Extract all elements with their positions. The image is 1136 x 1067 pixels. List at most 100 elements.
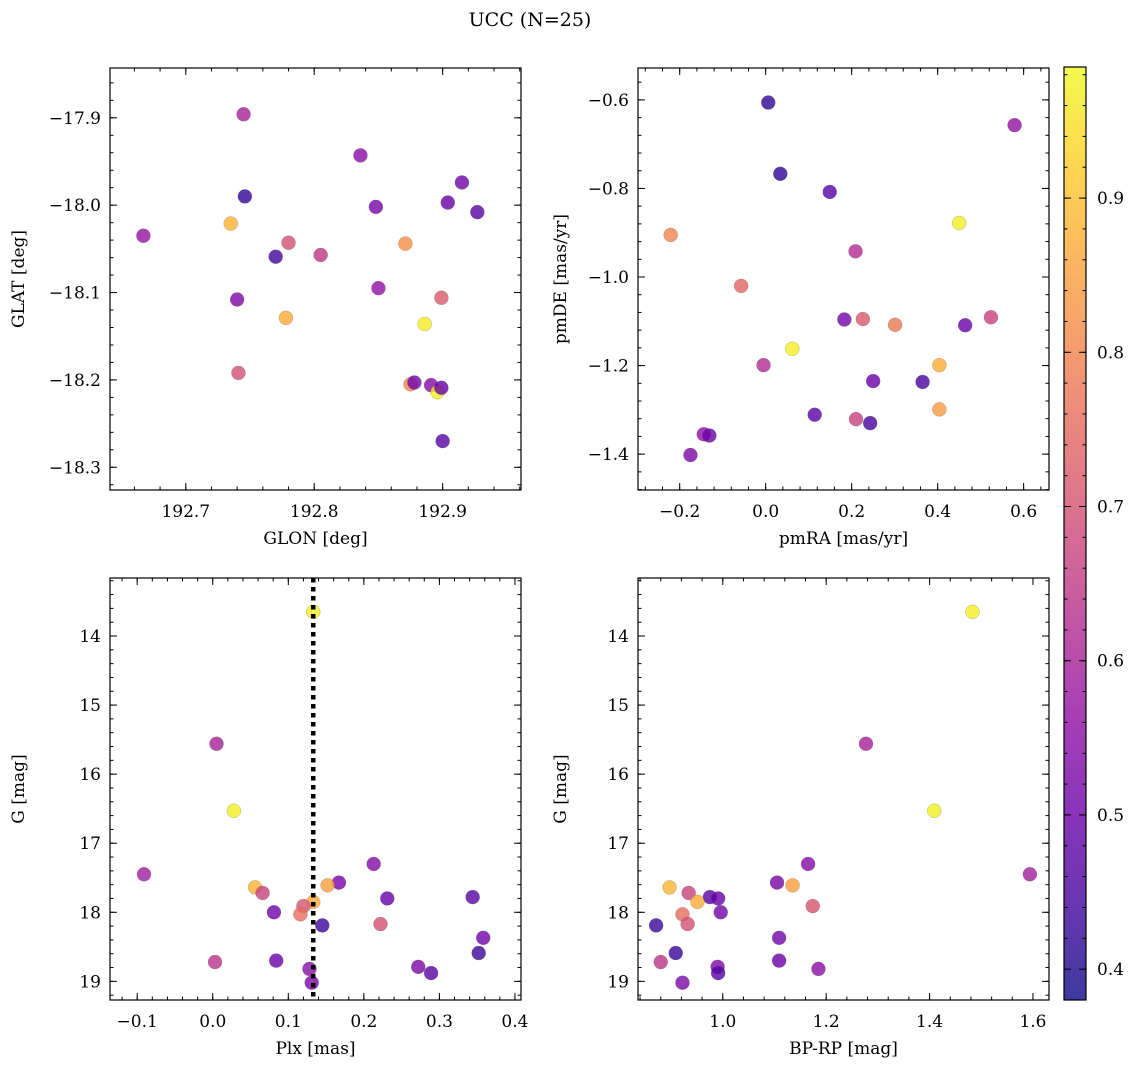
y-tick-label: 14 bbox=[607, 627, 629, 647]
colorbar-gradient bbox=[1064, 67, 1086, 1000]
data-point bbox=[423, 965, 439, 981]
data-point bbox=[471, 945, 486, 961]
data-point bbox=[440, 195, 455, 210]
data-point bbox=[653, 954, 668, 970]
ticks bbox=[638, 68, 1049, 491]
y-axis-label: G [mag] bbox=[551, 754, 571, 823]
panel-4: 1.0 1.2 1.4 1.6 14 15 16 17 18 19 BP-RP [mag] G [ma… bbox=[551, 577, 1050, 1059]
y-tick-label: 15 bbox=[79, 696, 101, 716]
x-axis-label: GLON [deg] bbox=[263, 529, 367, 549]
axes-frame bbox=[109, 577, 522, 1001]
data-point bbox=[255, 885, 270, 901]
data-point bbox=[231, 365, 246, 381]
data-point bbox=[366, 856, 381, 872]
data-point bbox=[268, 249, 283, 264]
data-points bbox=[663, 95, 1022, 463]
data-point bbox=[951, 215, 967, 231]
x-tick-label: −0.2 bbox=[659, 502, 700, 522]
data-point bbox=[1007, 117, 1022, 133]
panel-1: 192.7 192.8 192.9 −17.9 −18.0 −18.1 −18.2 −18.3… bbox=[9, 67, 522, 549]
ticks bbox=[638, 578, 1049, 1000]
data-point bbox=[800, 856, 816, 872]
data-point bbox=[713, 905, 728, 920]
data-point bbox=[470, 204, 485, 220]
data-point bbox=[417, 316, 432, 332]
data-point bbox=[710, 965, 726, 981]
data-point bbox=[398, 236, 413, 251]
y-tick-label: −18.2 bbox=[49, 371, 101, 391]
data-point bbox=[680, 916, 695, 932]
data-point bbox=[733, 278, 749, 294]
colorbar-frame bbox=[1063, 66, 1087, 1001]
x-tick-label: 0.0 bbox=[752, 502, 779, 522]
scatter-panels: 192.7 192.8 192.9 −17.9 −18.0 −18.1 −18.2 −18.3… bbox=[9, 67, 1050, 1059]
x-tick-label: 1.4 bbox=[916, 1012, 943, 1032]
data-points bbox=[136, 107, 485, 449]
y-tick-label: −1.0 bbox=[588, 268, 629, 288]
data-point bbox=[675, 975, 690, 990]
colorbar-tick-label: 0.4 bbox=[1097, 960, 1124, 980]
data-point bbox=[668, 945, 683, 961]
data-point bbox=[209, 736, 224, 751]
y-tick-label: −1.2 bbox=[588, 357, 629, 377]
y-tick-label: −18.3 bbox=[49, 458, 101, 478]
x-tick-label: 192.8 bbox=[290, 502, 339, 522]
colorbar-tick-label: 0.8 bbox=[1097, 343, 1124, 363]
y-tick-label: −17.9 bbox=[49, 109, 101, 129]
data-point bbox=[136, 228, 151, 243]
data-point bbox=[862, 415, 878, 431]
data-point bbox=[756, 357, 771, 373]
data-point bbox=[465, 889, 480, 905]
data-point bbox=[1022, 867, 1038, 882]
panel-3: −0.1 0.0 0.1 0.2 0.3 0.4 14 15 16 17 18 19 Plx [mas]… bbox=[9, 577, 528, 1059]
data-point bbox=[454, 175, 470, 190]
x-tick-label: 0.4 bbox=[924, 502, 951, 522]
data-point bbox=[915, 374, 930, 390]
data-point bbox=[811, 961, 826, 977]
y-tick-label: −0.8 bbox=[588, 179, 629, 199]
data-point bbox=[855, 311, 871, 327]
data-points bbox=[648, 604, 1038, 990]
data-point bbox=[373, 916, 388, 932]
data-point bbox=[306, 604, 321, 620]
data-point bbox=[690, 894, 705, 910]
data-point bbox=[837, 312, 852, 327]
figure-title: UCC (N=25) bbox=[469, 9, 592, 31]
x-tick-label: 1.6 bbox=[1019, 1012, 1046, 1032]
colorbar-tick-label: 0.6 bbox=[1097, 652, 1124, 672]
data-point bbox=[269, 953, 284, 968]
y-tick-label: −18.0 bbox=[49, 196, 101, 216]
x-tick-label: 0.0 bbox=[199, 1012, 226, 1032]
y-tick-label: 16 bbox=[607, 765, 629, 785]
y-axis-label: G [mag] bbox=[9, 754, 29, 823]
data-point bbox=[681, 885, 696, 901]
data-point bbox=[407, 375, 422, 390]
data-point bbox=[237, 189, 253, 204]
y-tick-label: −18.1 bbox=[49, 284, 101, 304]
data-point bbox=[848, 411, 864, 427]
data-point bbox=[281, 235, 296, 250]
data-point bbox=[887, 317, 903, 333]
data-point bbox=[983, 310, 999, 325]
y-tick-label: 15 bbox=[607, 696, 629, 716]
data-point bbox=[207, 954, 223, 970]
data-point bbox=[773, 166, 788, 182]
x-tick-label: 1.0 bbox=[709, 1012, 736, 1032]
x-tick-label: −0.1 bbox=[117, 1012, 158, 1032]
ticks bbox=[110, 68, 521, 490]
data-point bbox=[865, 373, 881, 389]
data-point bbox=[848, 244, 863, 259]
y-tick-label: 18 bbox=[79, 903, 101, 923]
x-tick-label: 0.6 bbox=[1010, 502, 1037, 522]
y-axis-label: GLAT [deg] bbox=[9, 230, 29, 328]
data-point bbox=[236, 107, 251, 122]
data-point bbox=[320, 878, 335, 893]
data-point bbox=[932, 402, 947, 417]
data-point bbox=[380, 891, 395, 906]
y-tick-label: 18 bbox=[607, 903, 629, 923]
data-point bbox=[771, 953, 787, 968]
data-point bbox=[807, 407, 822, 422]
axes-frame bbox=[109, 67, 522, 491]
data-point bbox=[476, 930, 491, 946]
